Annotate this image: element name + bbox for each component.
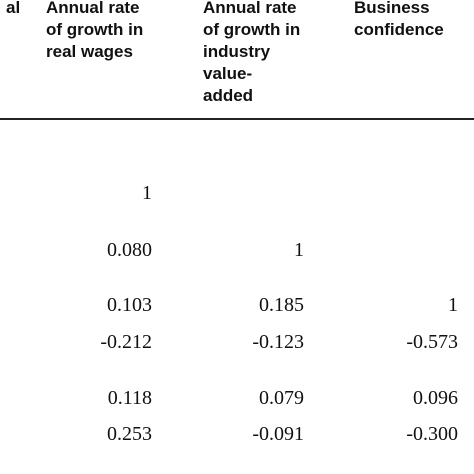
table-cell: 0.253 (107, 423, 152, 445)
table-cell: -0.091 (252, 423, 304, 445)
table-cell: 0.080 (107, 239, 152, 261)
table-cell: 0.096 (413, 387, 458, 409)
table-cell: -0.573 (406, 331, 458, 353)
table-cell: 0.079 (259, 387, 304, 409)
header-rule (0, 118, 474, 120)
column-header-cut-off: al (6, 0, 21, 17)
table-cell: -0.300 (406, 423, 458, 445)
table-cell: 0.118 (107, 387, 152, 409)
table-cell: -0.123 (252, 331, 304, 353)
table-cell: 0.103 (107, 294, 152, 316)
table-cell: 1 (448, 294, 458, 316)
column-header-business-confidence: Business confidence (354, 0, 444, 39)
table-cell: 0.185 (259, 294, 304, 316)
table-cell: 1 (294, 239, 304, 261)
column-header-real-wages-growth: Annual rate of growth in real wages (46, 0, 144, 61)
table-cell: -0.212 (100, 331, 152, 353)
column-header-industry-value-added-growth: Annual rate of growth in industry value-… (203, 0, 301, 105)
table-cell: 1 (142, 182, 152, 204)
